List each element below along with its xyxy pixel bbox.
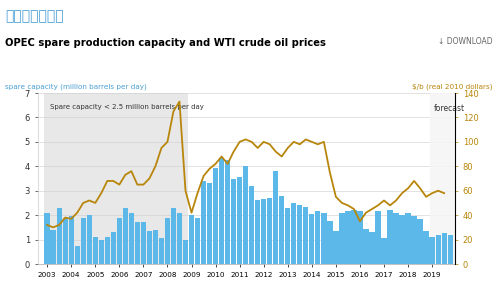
Bar: [418, 219, 423, 264]
Bar: [285, 208, 290, 264]
Bar: [249, 186, 254, 264]
Bar: [309, 214, 314, 264]
Bar: [297, 206, 302, 264]
Text: forecast: forecast: [434, 104, 464, 113]
Bar: [424, 231, 429, 264]
Bar: [44, 213, 50, 264]
Bar: [303, 207, 308, 264]
Bar: [165, 218, 170, 264]
Bar: [104, 237, 110, 264]
Bar: [388, 210, 392, 264]
Bar: [237, 177, 242, 264]
Bar: [122, 208, 128, 264]
Bar: [116, 218, 122, 264]
Bar: [358, 212, 362, 264]
Bar: [430, 93, 455, 264]
Text: spare capacity (million barrels per day): spare capacity (million barrels per day): [5, 84, 147, 91]
Bar: [346, 212, 350, 264]
Bar: [261, 199, 266, 264]
Text: 价格上涨的能力: 价格上涨的能力: [5, 9, 64, 23]
Bar: [321, 213, 326, 264]
Bar: [195, 218, 200, 264]
Bar: [207, 183, 212, 264]
Bar: [146, 231, 152, 264]
Bar: [159, 238, 164, 264]
Bar: [86, 215, 92, 264]
Bar: [201, 181, 206, 264]
Bar: [327, 221, 332, 264]
Bar: [370, 232, 374, 264]
Bar: [56, 208, 62, 264]
Bar: [134, 223, 140, 264]
Bar: [183, 240, 188, 264]
Bar: [273, 171, 278, 264]
Bar: [219, 158, 224, 264]
Bar: [231, 178, 236, 264]
Bar: [412, 216, 416, 264]
Bar: [153, 230, 158, 264]
Bar: [92, 237, 98, 264]
Bar: [128, 213, 134, 264]
Bar: [382, 238, 386, 264]
Text: ↓ DOWNLOAD: ↓ DOWNLOAD: [438, 38, 492, 46]
Bar: [110, 232, 116, 264]
Bar: [62, 218, 68, 264]
Bar: [430, 237, 435, 264]
Bar: [406, 213, 410, 264]
Bar: [267, 198, 272, 264]
Bar: [400, 215, 404, 264]
Bar: [80, 218, 86, 264]
Bar: [171, 208, 176, 264]
Bar: [50, 230, 56, 264]
Bar: [255, 200, 260, 264]
Bar: [44, 93, 188, 264]
Bar: [98, 240, 104, 264]
Bar: [376, 212, 380, 264]
Bar: [448, 235, 453, 264]
Bar: [315, 212, 320, 264]
Bar: [340, 213, 344, 264]
Bar: [74, 246, 80, 264]
Bar: [243, 166, 248, 264]
Bar: [68, 216, 74, 264]
Bar: [352, 210, 356, 264]
Bar: [291, 203, 296, 264]
Bar: [177, 213, 182, 264]
Bar: [394, 213, 398, 264]
Bar: [140, 223, 146, 264]
Bar: [225, 160, 230, 264]
Text: Spare capacity < 2.5 million barrels per day: Spare capacity < 2.5 million barrels per…: [50, 104, 203, 110]
Text: $/b (real 2010 dollars): $/b (real 2010 dollars): [412, 84, 492, 91]
Text: OPEC spare production capacity and WTI crude oil prices: OPEC spare production capacity and WTI c…: [5, 38, 326, 47]
Bar: [189, 215, 194, 264]
Bar: [442, 233, 447, 264]
Bar: [213, 167, 218, 264]
Bar: [279, 196, 284, 264]
Bar: [364, 229, 368, 264]
Bar: [333, 231, 338, 264]
Bar: [436, 235, 441, 264]
